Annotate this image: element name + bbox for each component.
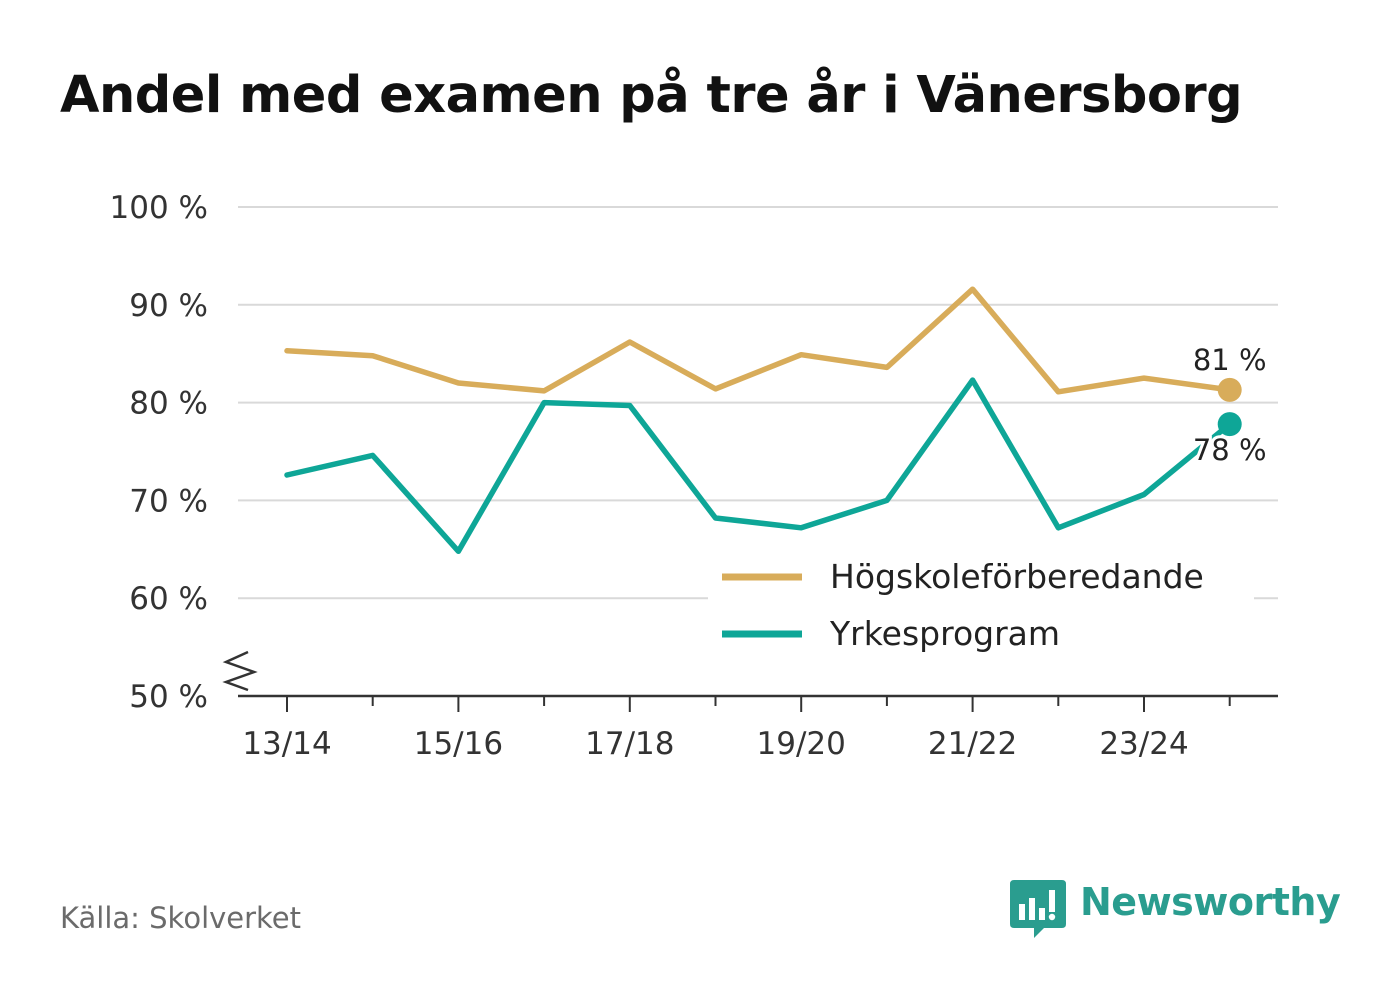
y-tick-label: 50 % (129, 679, 208, 715)
x-tick-label: 15/16 (414, 726, 503, 762)
end-value-label: 81 % (1193, 343, 1267, 377)
source-note: Källa: Skolverket (60, 901, 302, 935)
y-tick-label: 60 % (129, 581, 208, 617)
end-value-label: 78 % (1193, 433, 1267, 467)
end-point-marker (1217, 377, 1242, 402)
x-tick-label: 19/20 (757, 726, 846, 762)
newsworthy-logo: Newsworthy (1010, 878, 1341, 942)
end-labels: 81 % 78 % (1190, 340, 1270, 470)
x-axis: 13/14 15/16 17/18 19/20 21/22 23/24 (238, 694, 1278, 762)
legend-label: Högskoleförberedande (830, 557, 1204, 596)
y-tick-label: 70 % (129, 483, 208, 519)
y-tick-label: 100 % (110, 190, 208, 226)
x-tick-label: 21/22 (928, 726, 1017, 762)
series-line-yrkesprogram (284, 377, 1233, 555)
series-line-hogskoleforberedande (284, 286, 1233, 395)
axis-break-icon (222, 650, 258, 692)
x-tick-label: 17/18 (585, 726, 674, 762)
series-lines (284, 286, 1242, 555)
x-tick-label: 23/24 (1099, 726, 1188, 762)
end-point-marker (1217, 412, 1242, 437)
newsworthy-logo-icon (1010, 880, 1066, 938)
newsworthy-wordmark: Newsworthy (1080, 880, 1341, 924)
y-axis-ticks: 50 % 60 % 70 % 80 % 90 % 100 % (110, 190, 258, 715)
y-tick-label: 90 % (129, 288, 208, 324)
y-tick-label: 80 % (129, 386, 208, 422)
chart-title: Andel med examen på tre år i Vänersborg (60, 66, 1243, 125)
x-tick-label: 13/14 (242, 726, 331, 762)
legend-label: Yrkesprogram (829, 614, 1060, 653)
grid-lines (238, 206, 1278, 600)
legend: Högskoleförberedande Yrkesprogram (708, 548, 1254, 653)
